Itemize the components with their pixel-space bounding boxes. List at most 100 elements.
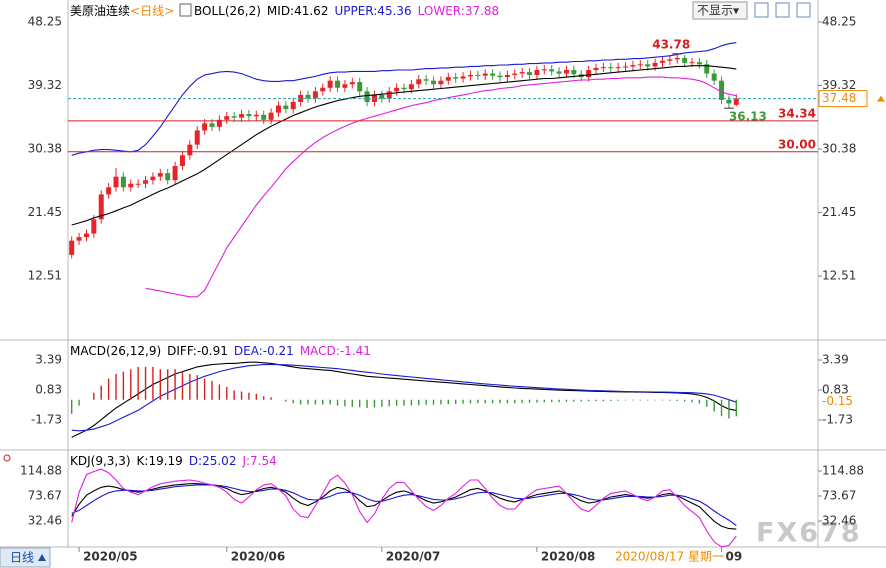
indicator-name: BOLL(26,2) [194, 4, 261, 18]
candle-body [571, 70, 577, 75]
candle-body [615, 67, 621, 69]
candle-body [593, 67, 599, 71]
toggle-label[interactable]: 不显示▾ [697, 4, 739, 18]
candle-body [320, 87, 326, 92]
candle-body [357, 82, 363, 92]
candle-body [76, 237, 82, 241]
tool-icon[interactable] [754, 2, 769, 18]
candle-body [401, 87, 407, 90]
indicator-line [71, 484, 737, 526]
candle-body [600, 67, 606, 69]
legend: BOLL(26,2) MID:41.62 UPPER:45.36 LOWER:37.8… [194, 4, 499, 18]
candle-body [261, 114, 267, 120]
indicator-line [145, 76, 737, 298]
y-tick-label: 48.25 [28, 15, 62, 29]
y-tick-label-right: -1.73 [822, 413, 853, 427]
last-price-box [818, 90, 868, 108]
cursor-value: -0.15 [822, 394, 853, 408]
y-tick-label-right: 73.67 [822, 489, 856, 503]
candle-body [659, 60, 665, 63]
period-box[interactable] [0, 547, 51, 568]
indicator-line [71, 42, 737, 156]
candle-body [194, 130, 200, 145]
candle-body [202, 123, 208, 131]
indicator-line [71, 65, 737, 226]
candle-body [172, 165, 178, 181]
candle-body [268, 112, 274, 120]
candle-body [150, 176, 156, 181]
candle-body [364, 91, 370, 102]
y-tick-label: 73.67 [28, 489, 62, 503]
x-tick-label: 2020/06 [231, 550, 285, 564]
candle-body [327, 80, 333, 88]
price-line-label: 30.00 [778, 137, 816, 151]
x-tick-label: 2020/07 [386, 550, 440, 564]
candle-body [445, 77, 451, 81]
y-tick-label-right: 48.25 [822, 15, 856, 29]
candle-body [652, 62, 658, 67]
x-tick-label: 2020/08 [541, 550, 595, 564]
tool-icon[interactable] [796, 2, 811, 18]
period-arrow[interactable] [38, 554, 46, 561]
candle-body [608, 67, 614, 69]
candle-body [512, 73, 518, 75]
period-label[interactable]: 日线 [10, 551, 34, 565]
candle-body [120, 176, 126, 188]
candle-body [431, 80, 437, 85]
candle-body [460, 76, 466, 79]
indicator-line [71, 468, 737, 548]
candle-body [113, 176, 119, 188]
candle-body [704, 64, 710, 74]
candle-body [83, 233, 89, 238]
candle-body [98, 194, 104, 220]
legend-entry: J:7.54 [241, 454, 276, 468]
y-tick-label-right: 12.51 [822, 269, 856, 283]
legend: KDJ(9,3,3) K:19.19 D:25.02 J:7.54 [70, 454, 277, 468]
candle-body [423, 79, 429, 81]
y-tick-label: 30.38 [28, 142, 62, 156]
candle-body [726, 99, 732, 104]
legend-entry: MACD:-1.41 [300, 344, 371, 358]
legend-entry: LOWER:37.88 [418, 4, 500, 18]
candle-body [534, 70, 540, 75]
candle-body [69, 240, 75, 255]
toggle[interactable]: 不显示▾ [692, 1, 748, 20]
price-line-label: 34.34 [778, 106, 816, 120]
period-button[interactable]: 日线 [0, 547, 51, 568]
toolbar[interactable] [754, 2, 811, 18]
low-label: 36.13 [729, 110, 767, 124]
candle-body [283, 105, 289, 110]
candle-body [157, 173, 163, 177]
candle-body [165, 173, 171, 181]
candle-body [342, 84, 348, 88]
x-tick-label: 09 [726, 550, 743, 564]
candle-body [482, 73, 488, 76]
y-tick-label: 0.83 [35, 383, 62, 397]
y-tick-label-right: 30.38 [822, 142, 856, 156]
candle-body [290, 101, 296, 110]
candle-body [379, 94, 385, 99]
candle-body [335, 80, 341, 88]
candle-body [106, 187, 112, 195]
toggle-box[interactable] [692, 1, 748, 20]
candle-body [386, 91, 392, 99]
legend-entry: DIFF:-0.91 [167, 344, 228, 358]
y-tick-label-right: 114.88 [822, 463, 864, 477]
candle-body [497, 75, 503, 78]
legend-entry: DEA:-0.21 [234, 344, 294, 358]
title: 美原油连续 [70, 3, 130, 18]
candle-body [645, 64, 651, 67]
candle-body [637, 64, 643, 66]
candle-body [231, 116, 237, 118]
indicator-icon[interactable] [179, 3, 192, 17]
settings-icon[interactable] [3, 454, 11, 462]
candle-body [630, 65, 636, 67]
tool-icon[interactable] [775, 2, 790, 18]
candle-body [549, 69, 555, 72]
candle-body [556, 71, 562, 74]
candle-body [696, 62, 702, 65]
chart-title: 美原油连续<日线> [70, 3, 174, 18]
candle-body [674, 57, 680, 60]
candle-body [135, 183, 141, 185]
